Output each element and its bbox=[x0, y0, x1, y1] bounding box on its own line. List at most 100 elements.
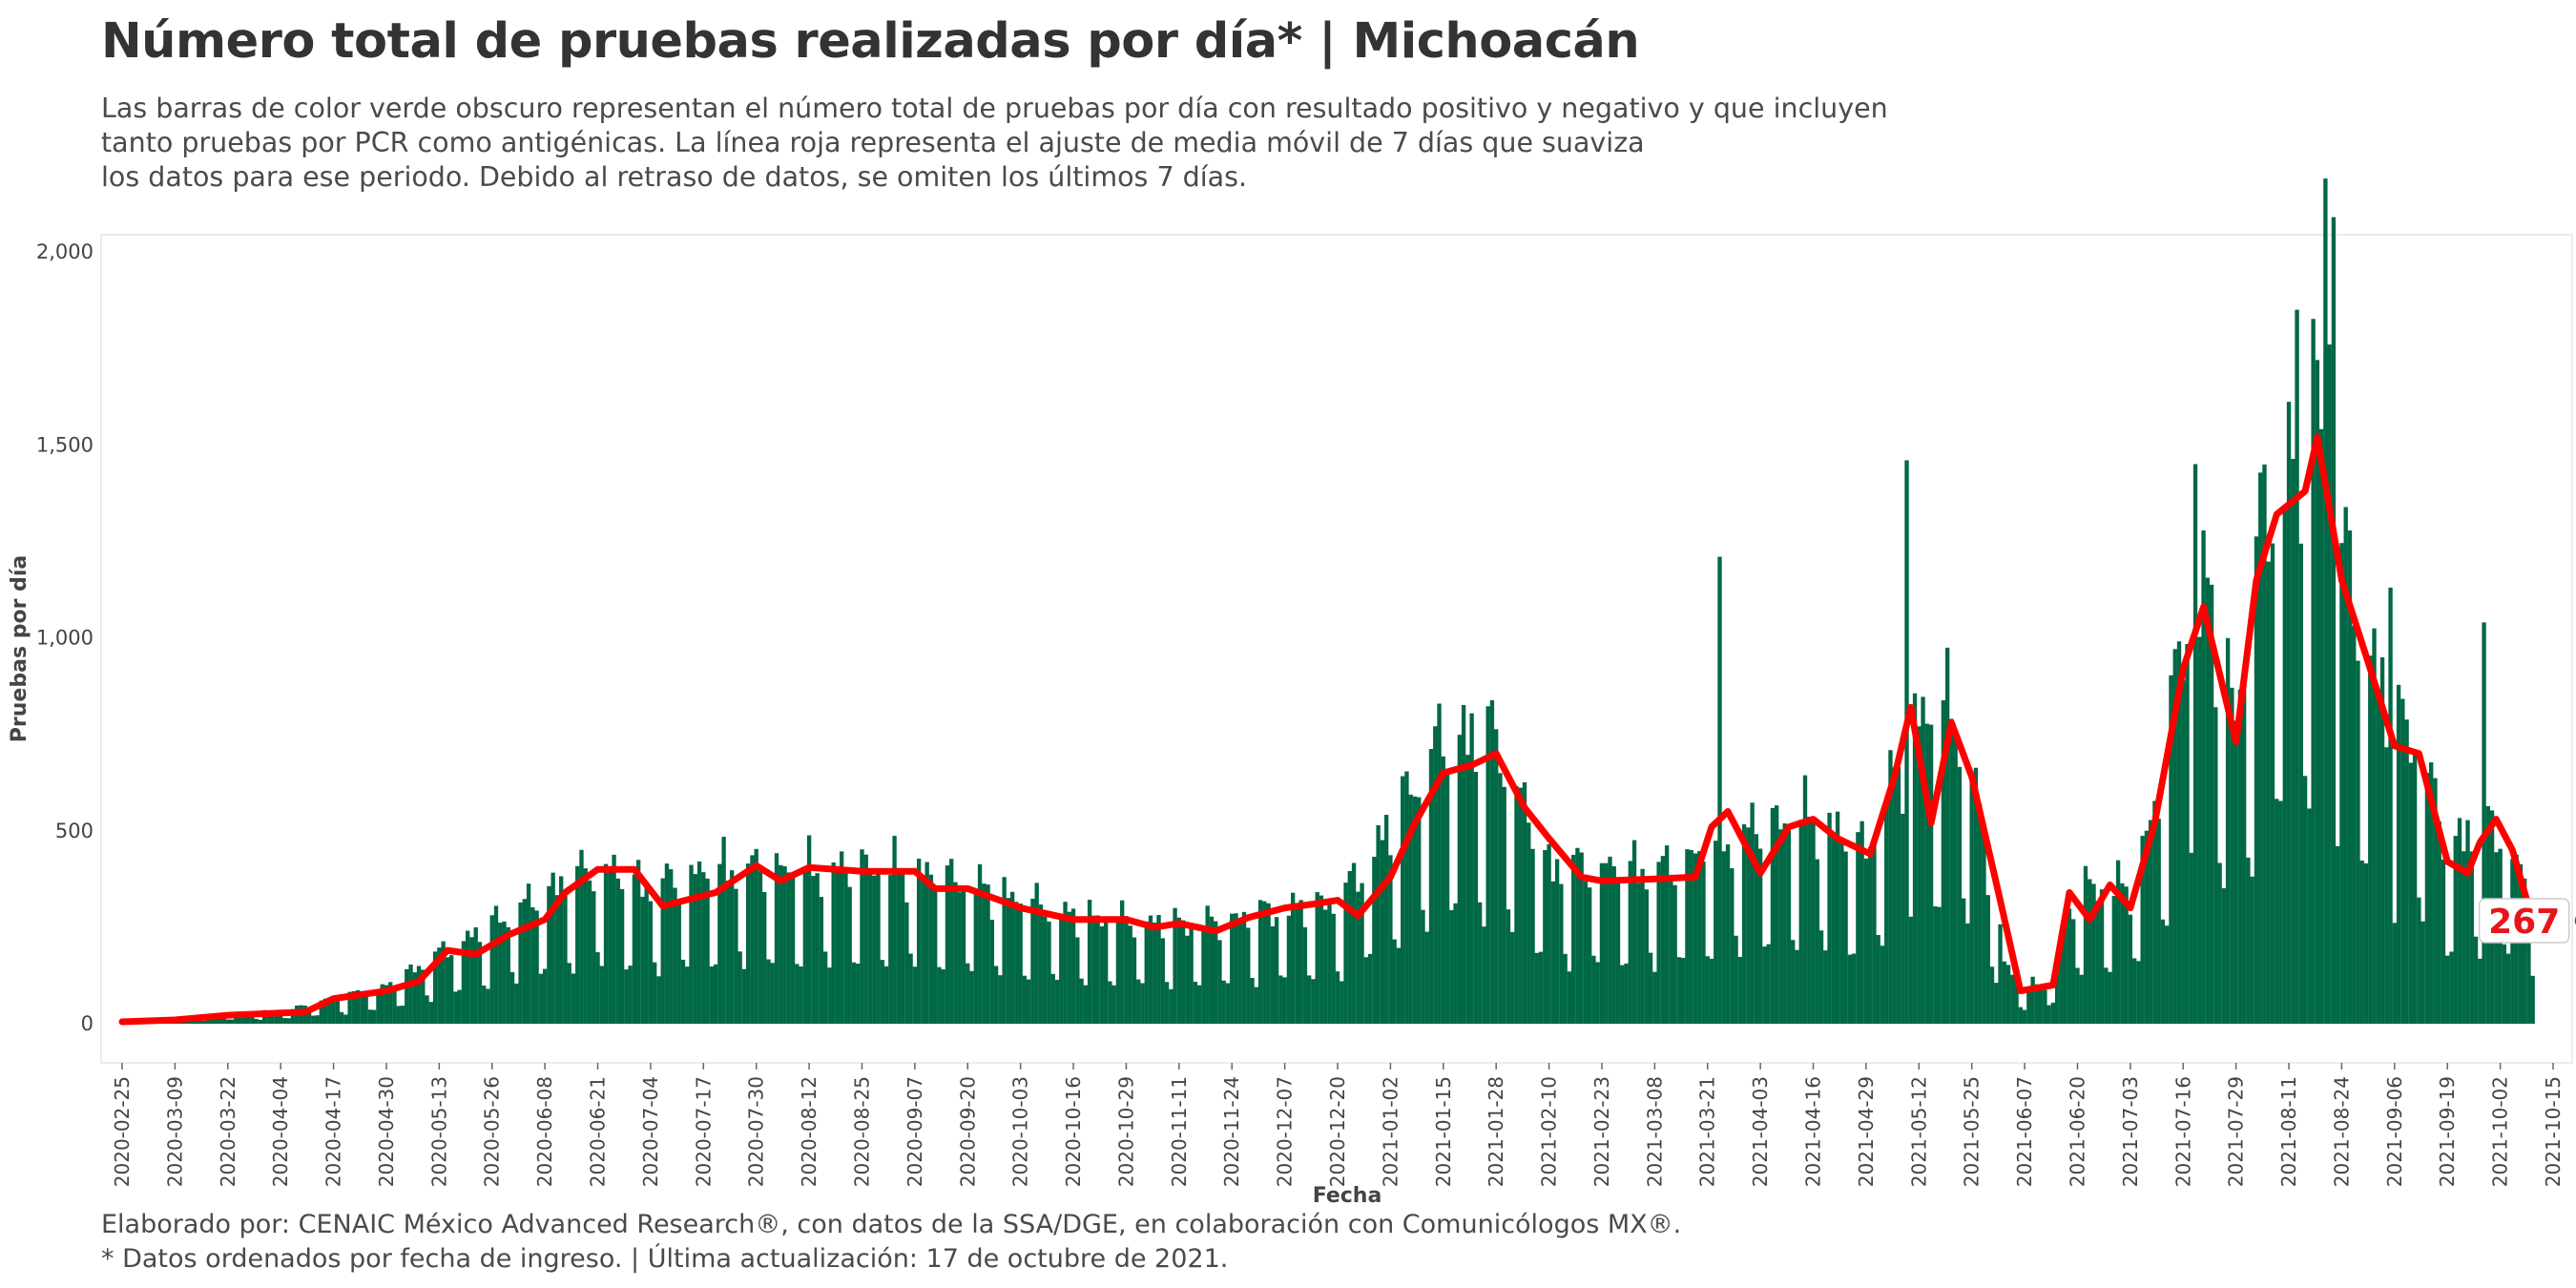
bar bbox=[2018, 1007, 2023, 1024]
x-tick-label: 2020-06-08 bbox=[533, 1076, 556, 1187]
bar bbox=[1383, 814, 1389, 1024]
bar bbox=[1775, 805, 1779, 1024]
bar bbox=[2104, 967, 2109, 1024]
bar bbox=[1054, 979, 1060, 1024]
bar bbox=[2120, 883, 2125, 1024]
bar bbox=[445, 957, 450, 1024]
bar bbox=[1441, 756, 1445, 1024]
bar bbox=[258, 1019, 263, 1024]
bar bbox=[1225, 983, 1231, 1024]
bar bbox=[758, 871, 763, 1024]
bar bbox=[250, 1013, 255, 1024]
bar bbox=[2254, 536, 2259, 1024]
bar bbox=[1944, 647, 1950, 1024]
bar bbox=[1843, 851, 1848, 1024]
bar bbox=[2197, 636, 2202, 1024]
bar bbox=[2152, 800, 2157, 1024]
bar bbox=[2368, 655, 2373, 1024]
bar bbox=[514, 983, 519, 1024]
bar bbox=[2108, 971, 2112, 1024]
bar bbox=[1518, 787, 1523, 1024]
bar bbox=[737, 951, 742, 1024]
x-tick-label: 2020-03-22 bbox=[217, 1076, 239, 1187]
bar bbox=[509, 971, 515, 1024]
bar bbox=[2323, 178, 2328, 1024]
bar bbox=[1230, 913, 1235, 1024]
caption-line: * Datos ordenados por fecha de ingreso. … bbox=[101, 1244, 1229, 1274]
x-tick-label: 2021-08-11 bbox=[2277, 1076, 2300, 1187]
bar bbox=[547, 885, 551, 1024]
bar bbox=[1404, 771, 1409, 1024]
bar bbox=[1363, 957, 1368, 1024]
bar bbox=[1856, 832, 1860, 1024]
x-tick-label: 2020-05-26 bbox=[481, 1076, 504, 1187]
bar bbox=[799, 966, 803, 1024]
bar bbox=[896, 867, 901, 1024]
bar bbox=[2095, 901, 2100, 1024]
bar bbox=[355, 989, 361, 1024]
bar bbox=[2339, 543, 2344, 1024]
bar bbox=[1099, 925, 1105, 1024]
bar bbox=[2412, 753, 2418, 1024]
bar bbox=[2302, 776, 2308, 1024]
x-tick-label: 2020-09-07 bbox=[904, 1076, 926, 1187]
bar bbox=[1896, 767, 1901, 1024]
bar bbox=[567, 963, 571, 1024]
bar bbox=[1640, 868, 1645, 1024]
bar bbox=[1823, 950, 1828, 1024]
bar bbox=[782, 865, 787, 1024]
x-tick-label: 2021-03-21 bbox=[1696, 1076, 1719, 1187]
bar bbox=[1246, 927, 1251, 1024]
bar bbox=[2176, 641, 2182, 1024]
bar bbox=[2136, 961, 2141, 1024]
bar bbox=[660, 878, 665, 1024]
bar bbox=[1676, 957, 1682, 1024]
bar bbox=[729, 870, 735, 1024]
caption: Elaborado por: CENAIC México Advanced Re… bbox=[101, 1208, 1681, 1277]
bar bbox=[1636, 883, 1641, 1024]
bar bbox=[1401, 776, 1405, 1024]
bar bbox=[1567, 971, 1572, 1024]
bar bbox=[762, 892, 767, 1024]
bar bbox=[1599, 862, 1605, 1024]
subtitle-line: tanto pruebas por PCR como antigénicas. … bbox=[101, 127, 1645, 158]
bar bbox=[1477, 902, 1483, 1024]
bar bbox=[2217, 862, 2222, 1024]
bar bbox=[2347, 530, 2353, 1024]
bar bbox=[1949, 718, 1954, 1024]
bar bbox=[1014, 902, 1019, 1024]
bar bbox=[1266, 903, 1271, 1024]
bar bbox=[933, 886, 938, 1024]
bar bbox=[1498, 773, 1503, 1024]
bar bbox=[1070, 908, 1076, 1024]
bar bbox=[1270, 925, 1275, 1024]
bar bbox=[1120, 900, 1125, 1024]
bar bbox=[705, 878, 710, 1024]
bar bbox=[384, 985, 389, 1024]
bar bbox=[2311, 319, 2316, 1024]
bar bbox=[1444, 768, 1450, 1024]
chart-subtitle: Las barras de color verde obscuro repres… bbox=[101, 92, 2009, 195]
bar bbox=[2449, 951, 2454, 1024]
bar bbox=[466, 930, 470, 1024]
bar bbox=[396, 1006, 401, 1024]
x-tick-label: 2020-10-16 bbox=[1062, 1076, 1085, 1187]
x-tick-label: 2020-07-04 bbox=[639, 1076, 662, 1187]
x-tick-label: 2021-09-06 bbox=[2383, 1076, 2406, 1187]
bar bbox=[608, 870, 613, 1024]
bar bbox=[2295, 309, 2299, 1024]
bar bbox=[2131, 958, 2137, 1024]
x-tick-label: 2021-05-12 bbox=[1907, 1076, 1930, 1187]
bar bbox=[924, 862, 929, 1024]
bar bbox=[473, 926, 478, 1024]
bar bbox=[498, 923, 503, 1024]
bar bbox=[713, 964, 718, 1024]
bar bbox=[840, 851, 844, 1024]
bar bbox=[1547, 843, 1551, 1024]
bar bbox=[1153, 922, 1157, 1024]
bar bbox=[1059, 917, 1064, 1024]
bar bbox=[815, 873, 820, 1024]
bar bbox=[1331, 913, 1336, 1024]
bar bbox=[2124, 886, 2129, 1024]
x-tick-label: 2021-02-23 bbox=[1590, 1076, 1613, 1187]
